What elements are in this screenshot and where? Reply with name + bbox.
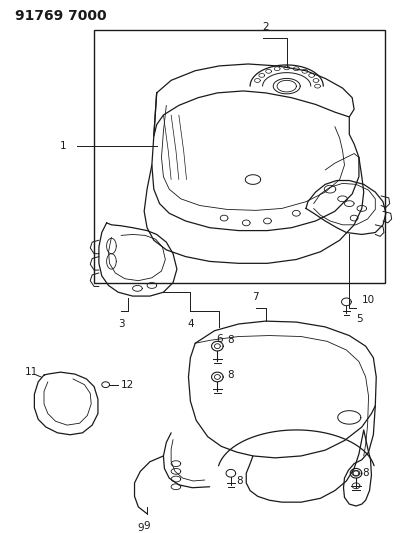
Text: 4: 4 [187,319,194,329]
Text: 2: 2 [262,22,269,32]
Text: 91769 7000: 91769 7000 [15,9,107,23]
Text: 9: 9 [137,523,144,533]
Text: 1: 1 [60,141,67,151]
Text: 3: 3 [118,319,124,329]
Text: 6: 6 [216,334,223,344]
Text: 8: 8 [362,469,369,478]
Text: 7: 7 [253,292,259,302]
Text: 8: 8 [237,476,243,486]
Text: 9: 9 [144,521,150,531]
Bar [94,30,385,282]
Text: 11: 11 [25,367,38,377]
Text: 8: 8 [227,335,234,345]
Text: 8: 8 [227,370,234,380]
Text: 10: 10 [362,295,375,305]
Text: 12: 12 [121,379,134,390]
Text: 5: 5 [356,314,363,325]
